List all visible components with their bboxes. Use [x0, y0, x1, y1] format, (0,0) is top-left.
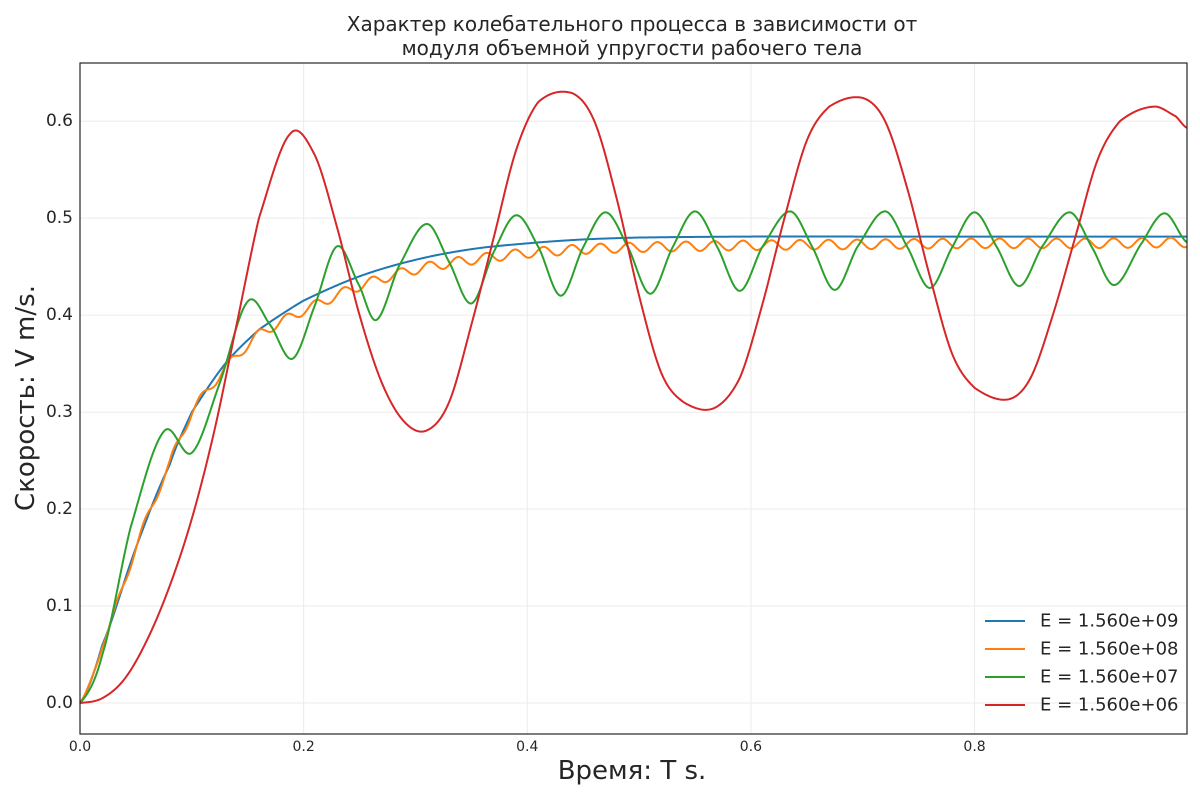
x-tick-label: 0.0	[69, 739, 91, 755]
y-tick-label: 0.4	[46, 305, 73, 325]
legend-label-2: E = 1.560e+07	[1040, 667, 1179, 688]
series-line-1	[79, 236, 1188, 704]
x-axis-label: Время: T s.	[558, 756, 707, 786]
grid	[79, 63, 1187, 734]
chart-title-line-1: Характер колебательного процесса в завис…	[347, 12, 918, 36]
series-line-0	[79, 235, 1187, 704]
legend-label-1: E = 1.560e+08	[1040, 639, 1179, 660]
x-tick-label: 0.2	[293, 739, 315, 755]
x-tick-label: 0.6	[740, 739, 762, 755]
y-tick-label: 0.6	[46, 111, 73, 131]
series-line-2	[79, 210, 1188, 704]
y-axis-ticks: 0.0 0.1 0.2 0.3 0.4 0.5 0.6	[46, 111, 73, 713]
series-line-3	[79, 90, 1188, 704]
x-tick-label: 0.4	[516, 739, 538, 755]
y-tick-label: 0.1	[46, 596, 73, 616]
series-layer	[79, 90, 1188, 704]
y-tick-label: 0.5	[46, 208, 73, 228]
y-tick-label: 0.3	[46, 402, 73, 422]
x-tick-label: 0.8	[963, 739, 985, 755]
plot-frame	[79, 62, 1188, 735]
legend-label-3: E = 1.560e+06	[1040, 695, 1179, 716]
legend: E = 1.560e+09 E = 1.560e+08 E = 1.560e+0…	[985, 611, 1179, 716]
x-axis-ticks: 0.0 0.2 0.4 0.6 0.8	[69, 739, 986, 755]
legend-label-0: E = 1.560e+09	[1040, 611, 1179, 632]
y-tick-label: 0.0	[46, 693, 73, 713]
chart-title-line-2: модуля объемной упругости рабочего тела	[402, 36, 863, 60]
y-axis-label: Скорость: V m/s.	[11, 285, 41, 511]
y-tick-label: 0.2	[46, 499, 73, 519]
